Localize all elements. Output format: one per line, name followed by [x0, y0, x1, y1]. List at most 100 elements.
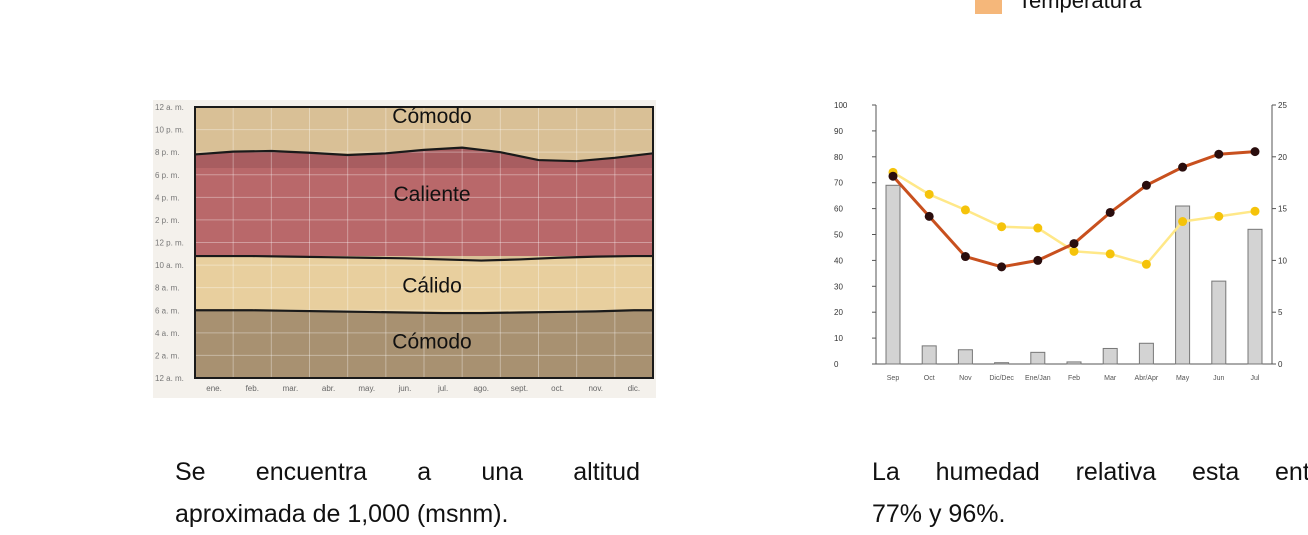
- right-tick-label: 10: [1278, 256, 1287, 265]
- xtick-label: Feb: [1068, 375, 1080, 382]
- xtick-label: Ene/Jan: [1025, 375, 1051, 382]
- band-label: Cómodo: [392, 105, 471, 128]
- right-tick-label: 5: [1278, 308, 1283, 317]
- precip-bar: [1247, 228, 1263, 365]
- left-tick-label: 40: [834, 256, 843, 265]
- boundary-calido-lower: [195, 309, 653, 315]
- boundary-calido-upper: [195, 254, 653, 262]
- chart-legend: Temperatura: [975, 0, 1142, 16]
- band-comodo-morning: [195, 310, 653, 378]
- ytick-label: 8 p. m.: [155, 148, 179, 157]
- xtick-label: dic.: [628, 384, 640, 393]
- xtick-label: nov.: [588, 384, 603, 393]
- point-orange: [1214, 149, 1224, 159]
- xtick-label: Jul: [1251, 375, 1260, 382]
- right-tick-label: 25: [1278, 101, 1287, 110]
- precip-bar: [1030, 351, 1046, 365]
- ytick-label: 10 a. m.: [155, 261, 184, 270]
- precip-bar: [957, 349, 973, 365]
- right-tick-label: 15: [1278, 205, 1287, 214]
- point-orange: [888, 171, 898, 181]
- left-tick-label: 10: [834, 334, 843, 343]
- ytick-label: 4 p. m.: [155, 193, 179, 202]
- ytick-label: 12 a. m.: [155, 103, 184, 112]
- altitude-paragraph: Se encuentra a una altitud aproximada de…: [175, 451, 640, 535]
- ytick-label: 8 a. m.: [155, 284, 179, 293]
- ytick-label: 2 a. m.: [155, 351, 179, 360]
- humidity-line-2: 77% y 96%.: [872, 500, 1006, 528]
- xtick-label: jul.: [437, 384, 448, 393]
- humidity-paragraph: La humedad relativa esta entre 77% y 96%…: [872, 451, 1308, 535]
- climate-comfort-chart: 12 a. m. 10 p. m. 8 p. m. 6 p. m. 4 p. m. 2 p…: [153, 100, 656, 398]
- xtick-label: abr.: [322, 384, 335, 393]
- right-tick-label: 0: [1278, 360, 1283, 369]
- band-label: Caliente: [393, 183, 470, 206]
- xtick-label: ago.: [473, 384, 489, 393]
- left-tick-label: 100: [834, 101, 848, 110]
- point-orange: [1250, 147, 1260, 157]
- precip-bar: [1175, 205, 1191, 365]
- point-orange: [997, 262, 1007, 272]
- left-tick-label: 50: [834, 231, 843, 240]
- xtick-label: jun.: [397, 384, 411, 393]
- xtick-label: Oct: [924, 375, 935, 382]
- point-yellow: [960, 205, 970, 215]
- precip-bar: [1066, 361, 1082, 365]
- precip-bar: [1211, 280, 1227, 365]
- ytick-label: 6 a. m.: [155, 306, 179, 315]
- xtick-label: May: [1176, 375, 1190, 382]
- xtick-label: oct.: [551, 384, 564, 393]
- legend-label: Temperatura: [1018, 0, 1142, 13]
- precip-bar: [1138, 342, 1154, 365]
- point-yellow: [924, 189, 934, 199]
- point-orange: [924, 211, 934, 221]
- band-caliente: [195, 147, 653, 257]
- xtick-label: Nov: [959, 375, 972, 382]
- left-tick-label: 20: [834, 308, 843, 317]
- point-orange: [1178, 162, 1188, 172]
- xtick-label: Sep: [887, 375, 900, 382]
- band-calido: [195, 256, 653, 314]
- right-tick-label: 20: [1278, 153, 1287, 162]
- xtick-label: Jun: [1213, 375, 1224, 382]
- precip-bar: [1102, 347, 1118, 365]
- left-tick-label: 90: [834, 127, 843, 136]
- legend-swatch: [975, 0, 1002, 14]
- point-orange: [1033, 255, 1043, 265]
- point-yellow: [997, 222, 1007, 232]
- point-yellow: [1178, 217, 1188, 227]
- boundary-evening: [194, 146, 654, 163]
- plot-frame: [194, 106, 654, 379]
- precip-bar: [994, 362, 1010, 365]
- ytick-label: 6 p. m.: [155, 171, 179, 180]
- xtick-label: may.: [358, 384, 375, 393]
- xtick-label: ene.: [206, 384, 222, 393]
- xtick-label: Abr/Apr: [1135, 375, 1159, 382]
- point-yellow: [1105, 249, 1115, 259]
- left-tick-label: 70: [834, 179, 843, 188]
- point-yellow: [1033, 223, 1043, 233]
- band-label: Cálido: [402, 274, 462, 297]
- point-yellow: [1069, 246, 1079, 256]
- left-tick-label: 60: [834, 205, 843, 214]
- band-label: Cómodo: [392, 331, 471, 354]
- xtick-label: sept.: [511, 384, 528, 393]
- xtick-label: Mar: [1104, 375, 1117, 382]
- ytick-label: 2 p. m.: [155, 216, 179, 225]
- xtick-label: Dic/Dec: [989, 375, 1014, 382]
- point-orange: [960, 252, 970, 262]
- point-orange: [1105, 207, 1115, 217]
- point-yellow: [1141, 259, 1151, 269]
- altitude-line-2: aproximada de 1,000 (msnm).: [175, 500, 509, 528]
- precip-bar: [885, 184, 901, 365]
- point-orange: [1069, 239, 1079, 249]
- ytick-label: 12 p. m.: [155, 239, 184, 248]
- precip-bar: [921, 345, 937, 365]
- point-yellow: [1214, 211, 1224, 221]
- left-tick-label: 80: [834, 153, 843, 162]
- xtick-label: feb.: [246, 384, 259, 393]
- left-tick-label: 0: [834, 360, 839, 369]
- altitude-line-1: Se encuentra a una altitud: [175, 458, 640, 486]
- humidity-line-1: La humedad relativa esta entre: [872, 458, 1308, 486]
- ytick-label: 4 a. m.: [155, 329, 179, 338]
